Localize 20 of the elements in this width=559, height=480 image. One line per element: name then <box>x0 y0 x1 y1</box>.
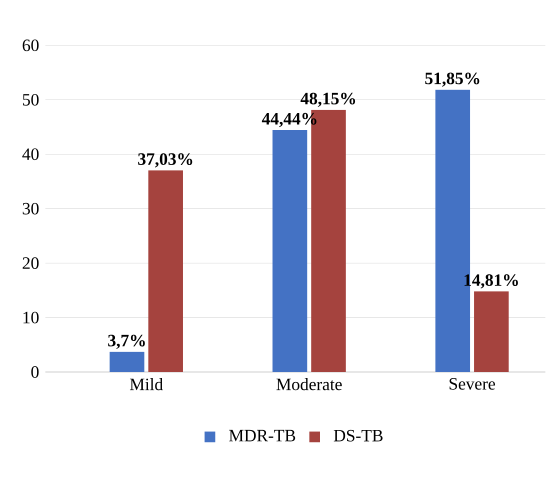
x-tick-label: Mild <box>130 378 163 390</box>
data-label: 51,85% <box>425 72 480 87</box>
x-tick-label: Moderate <box>276 378 342 390</box>
bar <box>148 170 183 372</box>
y-tick-label: 50 <box>22 94 39 106</box>
y-tick-label: 30 <box>22 202 39 215</box>
bar <box>110 352 144 372</box>
y-tick-label: 20 <box>22 257 39 269</box>
y-tick-label: 40 <box>22 148 39 160</box>
bar <box>272 130 308 372</box>
y-tick-label: 60 <box>22 39 39 52</box>
x-tick-label: Severe <box>450 378 496 390</box>
data-label: 37,03% <box>138 153 192 168</box>
legend-label: DS-TB <box>334 430 383 442</box>
y-tick-label: 10 <box>23 312 39 324</box>
data-label: 3,7% <box>108 334 145 349</box>
legend-label: MDR-TB <box>229 430 296 442</box>
data-label: 48,15% <box>300 92 356 107</box>
bar <box>474 291 509 372</box>
y-tick-label: 0 <box>31 366 39 378</box>
